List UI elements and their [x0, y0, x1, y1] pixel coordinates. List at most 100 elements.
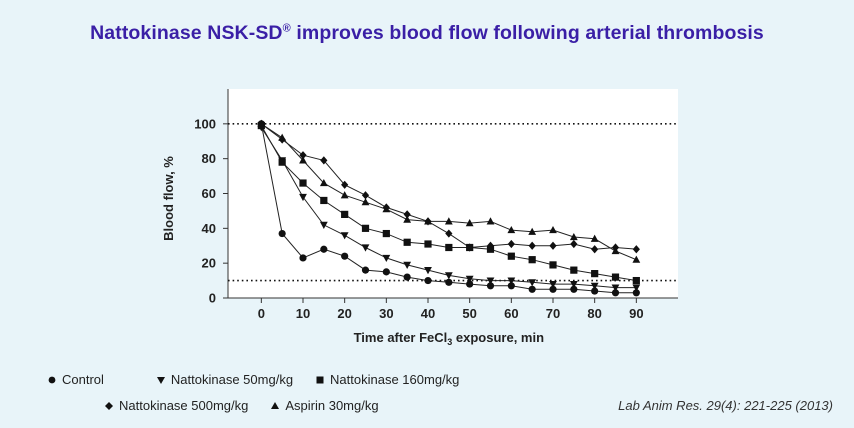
- data-point-s0: [591, 287, 599, 295]
- data-point-s0: [486, 282, 495, 290]
- y-tick-label: 40: [202, 221, 216, 236]
- data-point-s0: [549, 285, 557, 293]
- data-point-s2: [361, 224, 370, 232]
- data-point-s1: [507, 277, 516, 285]
- data-point-s2: [632, 276, 640, 285]
- data-point-s4: [549, 225, 557, 234]
- x-tick-label: 80: [587, 306, 601, 321]
- data-point-s4: [590, 234, 599, 242]
- data-point-s2: [424, 240, 432, 248]
- data-point-s3: [299, 151, 307, 160]
- data-point-s3: [570, 239, 578, 249]
- x-tick-label: 90: [629, 306, 643, 321]
- x-tick-label: 10: [296, 306, 310, 321]
- legend-item-natto-50: Nattokinase 50mg/kg: [156, 372, 293, 387]
- y-axis-label: Blood flow, %: [161, 156, 176, 241]
- data-point-s0: [361, 266, 370, 274]
- x-tick-label: 30: [379, 306, 393, 321]
- data-point-s4: [257, 119, 266, 127]
- x-tick-label: 20: [337, 306, 351, 321]
- data-point-s3: [320, 156, 328, 165]
- legend-item-natto-160: Nattokinase 160mg/kg: [315, 372, 459, 387]
- data-point-s0: [445, 278, 453, 286]
- x-tick-label: 70: [546, 306, 560, 321]
- x-axis-label: Time after FeCl3 exposure, min: [354, 330, 545, 347]
- data-point-s4: [361, 198, 370, 206]
- data-point-s3: [507, 239, 515, 249]
- data-point-s2: [320, 196, 328, 205]
- plot-area: [228, 89, 678, 298]
- x-tick-label: 60: [504, 306, 518, 321]
- triangle-down-marker-icon: [156, 376, 165, 384]
- data-point-s2: [403, 238, 411, 246]
- data-point-s3: [341, 180, 349, 189]
- data-point-s1: [319, 221, 328, 229]
- data-point-s3: [361, 191, 370, 200]
- data-point-s0: [528, 285, 536, 293]
- data-point-s1: [340, 232, 349, 240]
- legend-row-1: Control Nattokinase 50mg/kg Nattokinase …: [47, 372, 473, 387]
- data-point-s1: [549, 280, 557, 289]
- data-point-s1: [424, 267, 432, 275]
- data-point-s1: [299, 193, 307, 202]
- data-point-s2: [299, 179, 307, 187]
- data-point-s0: [570, 285, 578, 293]
- data-point-s4: [569, 232, 578, 241]
- data-point-s1: [465, 275, 474, 283]
- data-point-s4: [444, 217, 453, 225]
- data-point-s2: [549, 261, 557, 269]
- data-point-s2: [341, 210, 349, 218]
- chart-title: Nattokinase NSK-SD® improves blood flow …: [90, 22, 764, 44]
- data-point-s3: [466, 243, 474, 252]
- legend-item-natto-500: Nattokinase 500mg/kg: [104, 398, 248, 413]
- data-point-s3: [632, 245, 640, 254]
- data-point-s1: [632, 284, 641, 292]
- data-point-s3: [486, 241, 495, 250]
- legend-item-control: Control: [47, 372, 104, 387]
- data-point-s2: [507, 252, 515, 260]
- data-point-s4: [319, 178, 328, 187]
- data-point-s1: [611, 284, 620, 292]
- x-tick-label: 0: [258, 306, 265, 321]
- data-point-s4: [611, 246, 620, 255]
- triangle-up-marker-icon: [271, 401, 280, 409]
- data-point-s3: [403, 210, 411, 219]
- circle-marker-icon: [48, 376, 56, 383]
- data-point-s4: [486, 217, 495, 225]
- y-tick-label: 100: [194, 116, 216, 131]
- data-point-s3: [549, 241, 557, 250]
- data-point-s2: [611, 273, 620, 281]
- data-point-s3: [445, 229, 453, 238]
- data-point-s2: [445, 243, 453, 252]
- y-tick-label: 80: [202, 151, 216, 166]
- data-point-s2: [278, 158, 286, 166]
- data-point-s0: [320, 245, 328, 253]
- y-tick-label: 20: [202, 256, 216, 271]
- legend-item-aspirin: Aspirin 30mg/kg: [270, 398, 379, 413]
- data-point-s0: [278, 229, 286, 238]
- data-point-s4: [528, 227, 537, 235]
- data-point-s0: [382, 268, 390, 276]
- data-point-s4: [278, 133, 287, 141]
- data-point-s3: [528, 241, 536, 250]
- data-point-s1: [361, 244, 370, 252]
- data-point-s1: [403, 261, 412, 270]
- data-point-s1: [590, 282, 599, 290]
- data-point-s0: [466, 280, 474, 288]
- data-point-s2: [591, 270, 599, 278]
- data-point-s4: [424, 217, 432, 225]
- data-point-s3: [591, 245, 599, 254]
- data-point-s4: [340, 191, 349, 199]
- data-point-s1: [569, 280, 578, 289]
- diamond-marker-icon: [105, 401, 113, 410]
- data-point-s2: [528, 256, 536, 264]
- data-point-s2: [382, 229, 390, 238]
- data-point-s2: [570, 266, 578, 274]
- citation: Lab Anim Res. 29(4): 221-225 (2013): [618, 398, 833, 413]
- data-point-s4: [632, 255, 641, 263]
- x-tick-label: 50: [462, 306, 476, 321]
- legend-row-2: Nattokinase 500mg/kg Aspirin 30mg/kg: [104, 398, 393, 413]
- data-point-s4: [403, 215, 412, 223]
- data-point-s4: [299, 156, 307, 164]
